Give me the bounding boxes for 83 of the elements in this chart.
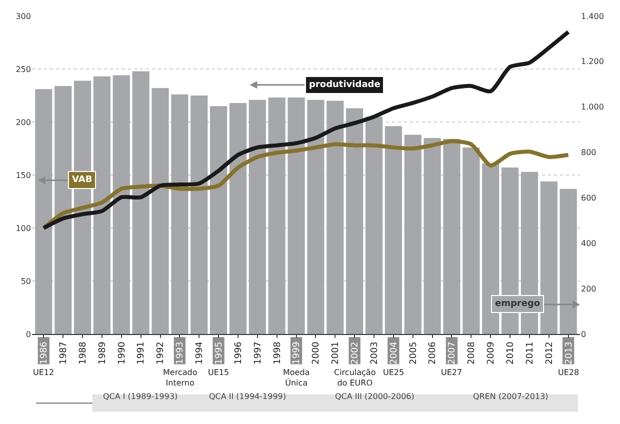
x-tick-label: 1995 (214, 342, 224, 365)
text: Mercado Interno (163, 368, 198, 388)
text: QCA II (1994-1999) (209, 392, 286, 401)
bar (54, 86, 72, 334)
bar (346, 108, 364, 334)
x-tick-label: 1998 (272, 341, 283, 365)
x-tick-label: 1993 (176, 342, 186, 365)
text: UE25 (383, 368, 404, 377)
x-tick-label: 2000 (312, 341, 322, 365)
bar (560, 188, 577, 334)
line-series (42, 30, 570, 230)
y2-tick-label: 400 (581, 238, 596, 248)
text: QCA III (2000-2006) (335, 392, 414, 401)
y-tick-label: 250 (16, 64, 31, 74)
x-tick-label: 2012 (544, 342, 555, 365)
x-tick-label: 1989 (98, 341, 108, 365)
x-tick-label: 1999 (292, 341, 302, 365)
y2-tick-label: 600 (581, 194, 596, 203)
bar (326, 100, 344, 334)
series-label: emprego (495, 299, 540, 309)
x-tick-label: 2002 (350, 342, 361, 365)
bar (365, 116, 383, 334)
bar (171, 94, 188, 334)
x-tick-label: 1992 (156, 342, 166, 365)
bar (229, 103, 247, 334)
x-tick-label: 2005 (408, 342, 419, 365)
y2-tick-label: 1.000 (581, 102, 604, 112)
text: VAB (72, 175, 92, 185)
y2-tick-label: 1.400 (581, 12, 604, 21)
x-tick-label: 1991 (136, 342, 147, 365)
text: QCA I (1989-1993) (103, 392, 178, 401)
x-tick-label: 2001 (331, 342, 342, 365)
x-tick-label: 1987 (59, 342, 70, 365)
x-tick-label: 2007 (448, 342, 458, 365)
y2-tick-label: 800 (581, 148, 596, 158)
x-tick-label: 2011 (525, 342, 536, 365)
y-tick-label: 100 (16, 224, 31, 233)
bar (268, 98, 286, 334)
line-series (42, 139, 570, 230)
x-tick-label: 2003 (370, 342, 380, 365)
y-tick-label: 0 (26, 330, 31, 339)
y-tick-label: 300 (16, 12, 31, 21)
bar (210, 106, 228, 334)
bar (93, 76, 111, 334)
x-tick-label: 1990 (117, 341, 128, 365)
x-tick-label: 2010 (506, 341, 516, 365)
y2-tick-label: 0 (581, 330, 586, 339)
y-tick-label: 150 (16, 170, 31, 180)
bar (462, 148, 480, 334)
text: UE12 (33, 368, 54, 377)
bar (112, 75, 130, 334)
bar (443, 138, 460, 334)
y2-tick-label: 200 (581, 284, 596, 294)
y-tick-label: 50 (20, 276, 31, 286)
x-tick-label: 2009 (486, 341, 497, 365)
text: QREN (2007-2013) (473, 392, 548, 401)
bar (404, 134, 422, 334)
x-tick-label: 1994 (195, 341, 206, 365)
text: Moeda Única (283, 368, 310, 388)
bar (307, 100, 324, 334)
bar (384, 126, 402, 334)
x-tick-label: 1996 (234, 341, 244, 365)
y-tick-label: 200 (16, 118, 31, 127)
bar (424, 138, 441, 334)
x-tick-label: 2006 (428, 341, 438, 365)
x-tick-label: 1988 (78, 341, 88, 365)
text: UE27 (441, 368, 462, 377)
bar (132, 71, 150, 334)
text: UE15 (208, 368, 230, 377)
y2-tick-label: 1.200 (581, 57, 604, 66)
bar (152, 88, 169, 334)
x-tick-label: 2013 (564, 342, 574, 365)
text: UE28 (558, 368, 580, 377)
bar (190, 96, 208, 334)
x-tick-label: 2008 (467, 341, 478, 365)
x-tick-label: 2004 (389, 341, 400, 365)
bar (35, 89, 52, 334)
x-tick-label: 1986 (40, 341, 50, 365)
bar (288, 98, 305, 334)
text: produtividade (309, 80, 380, 90)
text: Circulação do EURO (334, 368, 376, 388)
x-tick-label: 1997 (253, 342, 264, 365)
bar (248, 100, 266, 334)
